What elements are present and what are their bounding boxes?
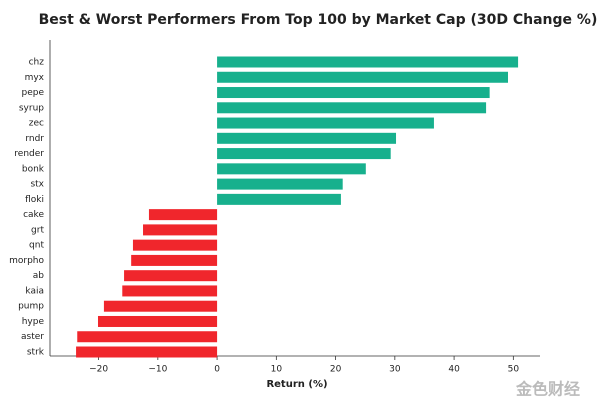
- y-tick-label: kaia: [25, 286, 44, 296]
- y-tick-label: grt: [31, 225, 44, 235]
- bar: [217, 132, 397, 144]
- y-tick-label: rndr: [25, 134, 44, 144]
- bar: [148, 209, 218, 221]
- x-tick-label: 20: [330, 365, 342, 375]
- bar: [217, 56, 519, 68]
- bar: [131, 254, 218, 266]
- x-tick-label: −10: [148, 365, 167, 375]
- y-tick-label: aster: [21, 332, 44, 342]
- bar: [76, 346, 218, 358]
- y-tick-label: hype: [22, 317, 45, 327]
- x-tick-label: 50: [508, 365, 520, 375]
- y-tick-label: morpho: [9, 256, 44, 266]
- x-axis-label: Return (%): [266, 379, 327, 390]
- y-tick-label: render: [14, 149, 44, 159]
- bar: [143, 224, 218, 236]
- y-tick-label: syrup: [19, 103, 44, 113]
- y-tick-label: cake: [23, 210, 44, 220]
- y-tick-label: floki: [25, 195, 44, 205]
- chart-title: Best & Worst Performers From Top 100 by …: [39, 12, 598, 28]
- bar: [217, 193, 341, 205]
- y-tick-label: pump: [18, 302, 44, 312]
- bar: [217, 148, 391, 160]
- x-tick-label: 0: [214, 365, 220, 375]
- bar: [97, 315, 218, 327]
- bar: [217, 71, 509, 83]
- x-tick-label: 10: [271, 365, 283, 375]
- x-tick-label: 40: [448, 365, 460, 375]
- y-tick-label: bonk: [22, 164, 45, 174]
- y-tick-label: pepe: [22, 88, 45, 98]
- bar: [122, 285, 218, 297]
- y-tick-label: stx: [30, 180, 44, 190]
- bar: [217, 178, 343, 190]
- bar: [103, 300, 218, 312]
- y-tick-label: chz: [29, 58, 45, 68]
- y-tick-label: qnt: [29, 241, 44, 251]
- bar: [217, 87, 490, 99]
- bar: [132, 239, 218, 251]
- bar: [124, 270, 218, 282]
- bar: [217, 117, 434, 129]
- x-tick-label: 30: [389, 365, 401, 375]
- x-tick-label: −20: [89, 365, 108, 375]
- bar: [217, 163, 366, 175]
- y-tick-label: ab: [33, 271, 45, 281]
- bar: [217, 102, 487, 114]
- bar: [77, 331, 218, 343]
- y-tick-label: zec: [29, 119, 44, 129]
- watermark: 金色财经: [515, 380, 580, 399]
- y-tick-label: myx: [25, 73, 45, 83]
- y-tick-label: strk: [27, 348, 45, 358]
